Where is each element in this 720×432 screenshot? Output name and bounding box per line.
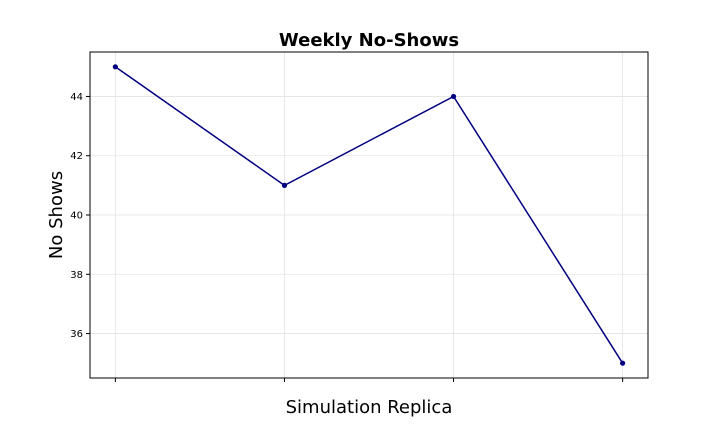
chart-title: Weekly No-Shows [279, 30, 459, 51]
data-point [450, 93, 457, 100]
y-tick-label: 42 [70, 151, 83, 162]
y-tick-label: 40 [70, 211, 83, 222]
series-layer [112, 64, 626, 366]
data-point [281, 182, 288, 188]
data-point [620, 360, 626, 366]
data-point [112, 64, 118, 70]
x-axis-label: Simulation Replica [286, 397, 453, 418]
grid-lines [90, 52, 648, 378]
series-line [114, 66, 624, 364]
y-axis-label: No Shows [46, 171, 67, 259]
y-tick-label: 38 [70, 270, 83, 281]
y-tick-label: 44 [70, 92, 83, 103]
y-tick-label: 36 [70, 329, 83, 340]
axis-ticks: 36 38 40 42 44 [70, 92, 624, 382]
